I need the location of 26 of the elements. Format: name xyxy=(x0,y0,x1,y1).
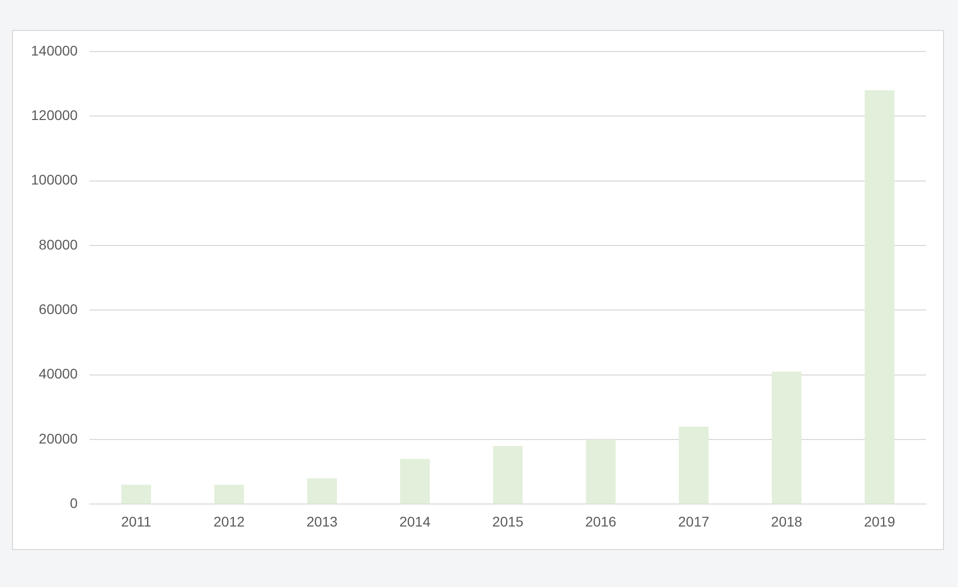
x-tick-label: 2017 xyxy=(678,513,710,530)
x-tick-label: 2013 xyxy=(306,513,338,530)
bar xyxy=(586,440,616,504)
x-tick-label: 2016 xyxy=(585,513,617,530)
y-tick-label: 60000 xyxy=(38,301,78,317)
x-tick-label: 2011 xyxy=(121,513,152,530)
y-tick-label: 120000 xyxy=(31,106,78,123)
x-tick-label: 2015 xyxy=(492,513,524,530)
x-tick-label: 2014 xyxy=(399,513,431,530)
y-tick-label: 80000 xyxy=(38,236,78,252)
y-tick-label: 100000 xyxy=(31,172,78,188)
y-tick-label: 40000 xyxy=(38,366,78,382)
bar xyxy=(121,484,152,504)
bar xyxy=(864,90,894,504)
y-tick-label: 20000 xyxy=(38,430,78,446)
bar xyxy=(214,484,244,504)
y-tick-label: 140000 xyxy=(31,42,78,58)
bar xyxy=(678,426,709,504)
x-tick-label: 2018 xyxy=(771,513,802,530)
bar xyxy=(400,458,430,504)
x-tick-label: 2012 xyxy=(214,513,245,530)
bar xyxy=(307,478,337,504)
x-tick-label: 2019 xyxy=(864,513,896,530)
bar xyxy=(772,372,802,504)
bar xyxy=(492,446,523,504)
y-tick-label: 0 xyxy=(70,495,78,512)
